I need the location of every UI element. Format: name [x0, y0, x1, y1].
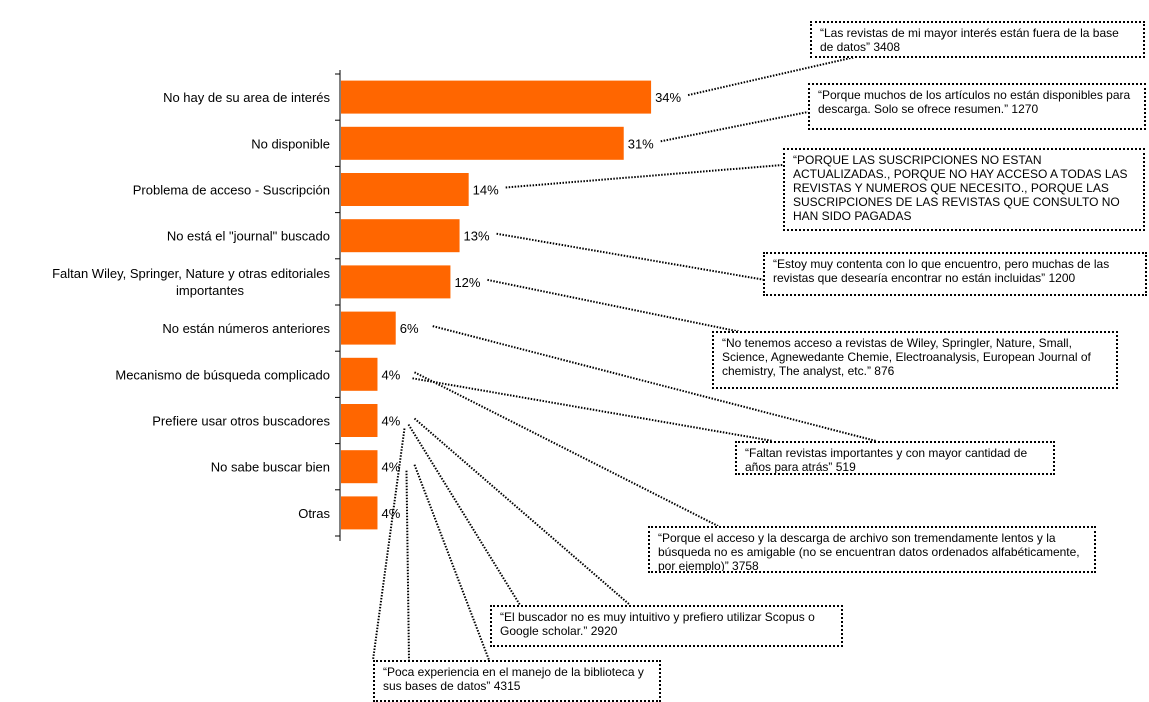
category-label: Problema de acceso - Suscripción [133, 183, 330, 198]
callout-leader-line [496, 232, 778, 283]
comment-callout: “Las revistas de mi mayor interés están … [810, 21, 1145, 58]
bar [341, 311, 396, 345]
category-label: No hay de su area de interés [163, 90, 330, 105]
comment-callout: “El buscador no es muy intuitivo y prefi… [490, 605, 843, 647]
category-label: No disponible [251, 136, 330, 151]
category-label: Otras [298, 506, 330, 521]
callout-leader-line [487, 278, 776, 340]
bar [341, 173, 469, 206]
callout-leader-line [432, 325, 877, 442]
category-label: Mecanismo de búsqueda complicado [115, 367, 330, 382]
callout-leader-line [407, 423, 521, 606]
value-label: 12% [454, 275, 480, 290]
category-label: No sabe buscar bien [211, 460, 330, 475]
value-label: 4% [381, 367, 400, 382]
callout-leader-line [412, 377, 774, 442]
bar [341, 450, 378, 484]
category-label: No están números anteriores [162, 321, 330, 336]
value-label: 4% [381, 506, 400, 521]
comment-callout: “Porque el acceso y la descarga de archi… [648, 526, 1096, 573]
comment-callout: “Faltan revistas importantes y con mayor… [735, 441, 1055, 475]
callout-leader-line [660, 111, 809, 143]
callout-leader-line [413, 464, 490, 661]
value-label: 14% [473, 183, 499, 198]
category-label: No está el "journal" buscado [167, 229, 330, 244]
value-label: 34% [655, 90, 681, 105]
comment-callout: “Porque muchos de los artículos no están… [808, 83, 1146, 130]
comment-callout: “PORQUE LAS SUSCRIPCIONES NO ESTAN ACTUA… [783, 148, 1145, 231]
value-label: 4% [381, 460, 400, 475]
bar [341, 80, 652, 114]
callout-leader-line [414, 371, 719, 527]
category-label: Prefiere usar otros buscadores [152, 414, 330, 429]
bar [341, 404, 378, 437]
bar [341, 126, 624, 160]
bar [341, 357, 378, 391]
callout-leader-line [413, 417, 631, 606]
callout-leader-line [405, 470, 410, 661]
value-label: 4% [381, 414, 400, 429]
bar [341, 219, 460, 253]
comment-callout: “Estoy muy contenta con lo que encuentro… [763, 252, 1147, 296]
bar [341, 496, 378, 530]
category-label: Faltan Wiley, Springer, Nature y otras e… [52, 266, 330, 298]
bars-group: 34% No hay de su area de interés 31% No dis… [52, 73, 682, 537]
value-label: 6% [400, 321, 419, 336]
value-label: 13% [464, 229, 490, 244]
callout-leader-lines [372, 56, 877, 661]
callout-leader-line [505, 164, 784, 189]
value-label: 31% [628, 136, 654, 151]
comment-callout: “Poca experiencia en el manejo de la bib… [373, 660, 661, 702]
comment-callout: “No tenemos acceso a revistas de Wiley, … [712, 331, 1118, 389]
bar [341, 265, 451, 299]
